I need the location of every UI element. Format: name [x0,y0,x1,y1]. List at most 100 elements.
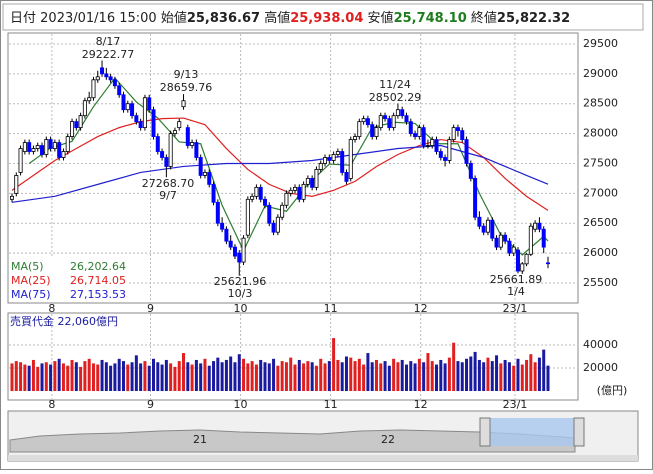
header-box [2,3,644,31]
candle-body [82,100,87,117]
candle-body [147,97,152,111]
x-tick-label: 8 [48,398,55,411]
volume-bar [31,359,35,391]
volume-bar [430,361,434,391]
volume-bar [452,342,456,391]
legend-value: 26,202.64 [70,260,126,273]
volume-bar [91,363,95,391]
volume-bar [121,361,125,391]
volume-bar [542,349,546,391]
x-tick-label: 23/1 [503,398,528,411]
candle-body [181,100,186,108]
candle-body [318,163,323,170]
volume-bar [246,363,250,391]
y-tick-label: 28500 [583,97,618,110]
candle-body [160,151,165,158]
ma-line [11,117,549,211]
candle-body [155,136,160,152]
volume-bar [109,365,113,391]
volume-bar [374,359,378,391]
candle-body [335,151,340,155]
candle-body [464,139,469,164]
volume-bar [96,364,100,391]
volume-bar [66,365,70,391]
volume-bar [70,359,74,391]
candle-body [271,222,276,233]
volume-bar [284,362,288,391]
volume-bar [293,364,297,391]
volume-bar [392,358,396,391]
x-tick-label: 10 [234,398,248,411]
candle-body [374,127,379,137]
volume-bar [507,362,511,391]
candle-body [515,249,520,272]
volume-bar [525,359,529,391]
candle-body [220,222,225,230]
volume-bar [156,362,160,391]
x-tick-label: 10 [234,302,248,315]
volume-bar [74,362,78,391]
annotation-date: 8/17 [96,35,121,48]
volume-bar [19,362,23,391]
volume-bar [160,364,164,391]
candle-body [275,216,280,233]
candle-body [224,228,229,242]
volume-title: 売買代金 22,060億円 [10,314,118,328]
volume-bar [143,361,147,391]
candle-body [241,237,246,263]
volume-bar [482,362,486,391]
candle-body [455,127,460,132]
candle-body [400,109,405,117]
volume-bar [147,365,151,391]
candle-body [361,118,366,123]
candle-body [138,121,143,129]
y-tick-label: 27000 [583,186,618,199]
candle-body [284,192,289,206]
volume-bar [169,363,173,391]
volume-bar [486,357,490,391]
candle-body [14,175,19,194]
volume-bar [36,366,40,391]
volume-bar [422,362,426,391]
candle-body [524,253,529,265]
candle-body [408,121,413,134]
navigator-handle[interactable] [573,417,585,447]
candle-body [460,130,465,140]
open: 25,836.67 [187,11,260,26]
y-tick-label: 27500 [583,156,618,169]
volume-bar [87,358,91,391]
candle-body [280,204,285,218]
candle-body [383,115,388,120]
x-tick-label: 9 [147,302,154,315]
candle-body [22,142,27,152]
candle-body [142,97,147,129]
annotation-date: 9/7 [159,189,177,202]
volume-bar [499,363,503,391]
candle-body [151,109,156,137]
volume-bar [44,362,48,391]
volume-bar [57,358,61,391]
candle-body [443,157,448,161]
volume-bar [254,364,258,391]
volume-bar [306,361,310,391]
candle-body [301,183,306,200]
candle-body [27,142,32,152]
low-label: 安値 [368,10,394,26]
legend-box [9,258,127,302]
candle-body [438,151,443,158]
volume-bar [27,365,31,391]
volume-bar [469,356,473,391]
volume-bar [139,363,143,391]
navigator-handle[interactable] [479,417,491,447]
candle-body [95,76,100,81]
volume-bar [61,363,65,391]
high-label: 高値 [264,10,290,26]
candle-body [40,145,45,155]
navigator-window[interactable] [488,418,574,446]
open-label: 始値 [161,10,187,26]
candle-body [494,237,499,248]
volume-bar [344,356,348,391]
candle-body [378,115,383,129]
volume-bar [349,357,353,391]
navigator-label: 22 [381,433,395,446]
